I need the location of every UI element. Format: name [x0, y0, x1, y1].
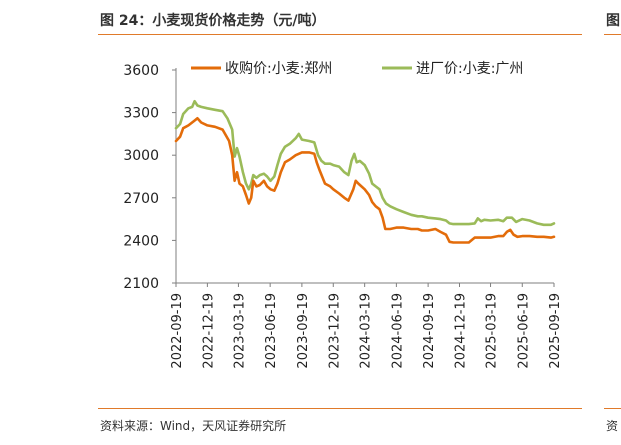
source-note: 资料来源：Wind，天风证券研究所 — [100, 419, 287, 433]
y-axis: 2100 2400 2700 3000 3300 3600 — [123, 63, 177, 292]
cut-figure-title-fragment: 图 — [606, 13, 620, 29]
x-tick-label: 2024-03-19 — [359, 293, 374, 369]
legend-label-1: 收购价:小麦:郑州 — [225, 61, 332, 77]
x-tick-label: 2025-09-19 — [548, 293, 563, 369]
legend-label-2: 进厂价:小麦:广州 — [416, 61, 523, 77]
x-tick-label: 2023-09-19 — [296, 293, 311, 369]
x-tick-label: 2023-03-19 — [232, 293, 247, 369]
x-tick-label: 2022-12-19 — [201, 293, 216, 369]
x-tick-label: 2025-03-19 — [485, 293, 500, 369]
x-tick-label: 2024-06-19 — [390, 293, 405, 369]
top-rule-fragment — [604, 34, 621, 35]
y-tick-label: 2400 — [123, 233, 159, 249]
x-tick-label: 2024-09-19 — [422, 293, 437, 369]
top-rule — [98, 34, 582, 35]
cut-source-fragment: 资 — [606, 419, 619, 433]
x-tick-label: 2023-12-19 — [327, 293, 342, 369]
bottom-rule-fragment — [604, 408, 621, 409]
series-line-2 — [174, 99, 556, 227]
y-tick-label: 2700 — [123, 191, 159, 207]
legend: 收购价:小麦:郑州 进厂价:小麦:广州 — [191, 61, 523, 77]
y-tick-label: 2100 — [123, 276, 159, 292]
series-layer — [174, 99, 556, 244]
x-tick-label: 2024-12-19 — [454, 293, 469, 369]
x-tick-label: 2023-06-19 — [264, 293, 279, 369]
y-tick-label: 3600 — [123, 63, 159, 79]
x-axis: 2022-09-19 2022-12-19 2023-03-19 2023-06-19… — [170, 282, 563, 369]
bottom-rule — [98, 408, 582, 409]
y-tick-label: 3300 — [123, 106, 159, 122]
x-tick-label: 2025-06-19 — [516, 293, 531, 369]
figure-title: 图 24：小麦现货价格走势（元/吨） — [100, 13, 326, 29]
x-tick-label: 2022-09-19 — [170, 293, 185, 369]
y-tick-label: 3000 — [123, 148, 159, 164]
series-line-1 — [174, 117, 556, 244]
